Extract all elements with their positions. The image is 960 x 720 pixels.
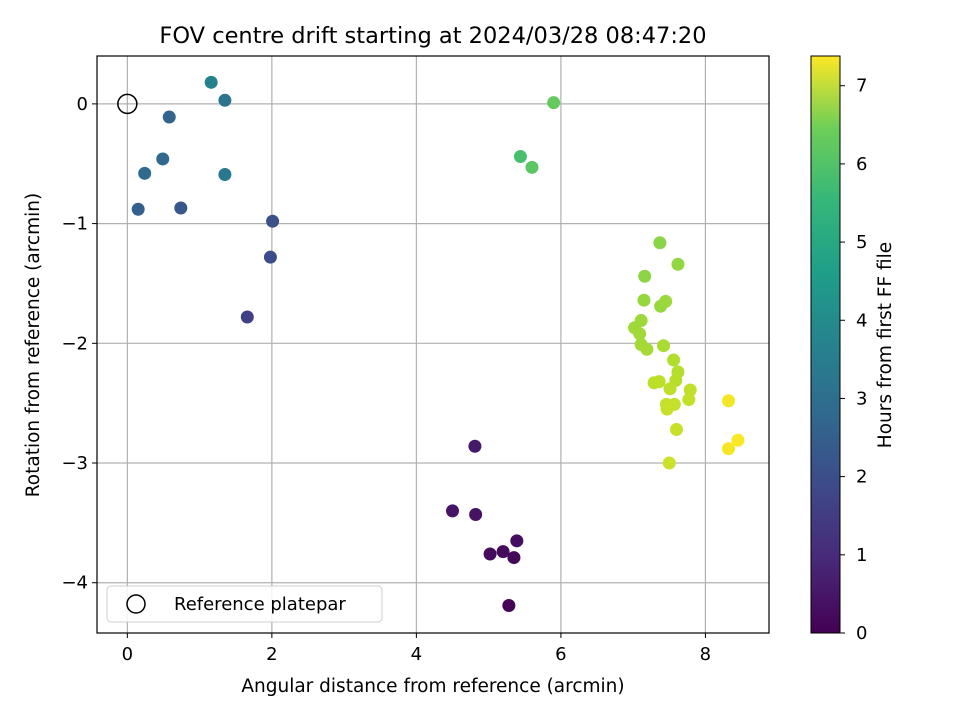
colorbar-label: Hours from first FF file: [875, 242, 896, 448]
legend-label-reference: Reference platepar: [174, 594, 346, 615]
x-axis-ticks: 0 2 4 6 8: [122, 633, 711, 665]
data-point: [722, 394, 736, 408]
data-point: [131, 202, 145, 216]
data-point: [659, 294, 673, 308]
data-point: [657, 339, 671, 353]
data-point: [510, 534, 524, 548]
reference-marker-layer: [117, 93, 138, 115]
data-point: [469, 507, 483, 521]
y-axis-label: Rotation from reference (arcmin): [23, 193, 44, 497]
data-point: [683, 383, 697, 397]
y-tick-label: −3: [61, 453, 88, 474]
colorbar-tick-label: 6: [856, 154, 867, 175]
y-tick-label: −2: [61, 333, 88, 354]
data-point: [547, 96, 561, 110]
data-point: [483, 547, 497, 561]
x-tick-label: 4: [411, 644, 422, 665]
colorbar: 0 1 2 3 4 5 6 7 Hours from first FF file: [810, 55, 896, 644]
legend-reference-marker: [126, 594, 146, 614]
data-point: [138, 166, 152, 180]
colorbar-tick-label: 4: [856, 310, 867, 331]
y-tick-label: −1: [61, 214, 88, 235]
colorbar-tick-label: 3: [856, 388, 867, 409]
colorbar-tick-label: 0: [856, 623, 867, 644]
data-point: [660, 402, 674, 416]
colorbar-tick-label: 1: [856, 545, 867, 566]
colorbar-tick-label: 7: [856, 76, 867, 97]
data-point: [633, 327, 647, 341]
colorbar-gradient: [810, 55, 841, 634]
chart-title: FOV centre drift starting at 2024/03/28 …: [159, 23, 706, 49]
x-tick-label: 2: [266, 644, 277, 665]
data-point: [671, 257, 685, 271]
y-tick-label: −4: [61, 573, 88, 594]
data-point: [640, 342, 654, 356]
data-point: [667, 353, 681, 367]
data-point: [663, 382, 677, 396]
data-point: [652, 375, 666, 389]
data-point: [174, 201, 188, 215]
data-point: [156, 152, 170, 166]
plot-area: [97, 56, 769, 633]
data-point: [653, 236, 667, 250]
colorbar-tick-label: 2: [856, 467, 867, 488]
data-point: [162, 110, 176, 124]
y-axis-ticks: 0 −1 −2 −3 −4: [61, 94, 97, 594]
data-point: [513, 150, 527, 164]
data-point: [662, 456, 676, 470]
legend: Reference platepar: [106, 585, 383, 623]
data-point: [731, 433, 745, 447]
data-point: [496, 545, 510, 559]
data-point: [507, 551, 521, 565]
x-tick-label: 0: [122, 644, 133, 665]
data-point: [263, 250, 277, 264]
data-point: [638, 269, 652, 283]
colorbar-ticks: 0 1 2 3 4 5 6 7: [840, 76, 867, 644]
y-tick-label: 0: [77, 94, 88, 115]
x-axis-label: Angular distance from reference (arcmin): [241, 676, 624, 697]
x-tick-label: 8: [700, 644, 711, 665]
data-point: [446, 504, 460, 518]
reference-marker: [117, 93, 138, 115]
data-point: [637, 293, 651, 307]
data-point: [682, 393, 696, 407]
legend-box: [106, 585, 383, 623]
data-point: [722, 442, 736, 456]
x-tick-label: 6: [555, 644, 566, 665]
data-point: [218, 93, 232, 107]
data-point: [468, 439, 482, 453]
grid-lines: [97, 56, 769, 633]
plot-frame: [96, 55, 770, 634]
data-point: [525, 160, 539, 174]
colorbar-tick-label: 5: [856, 232, 867, 253]
data-point: [218, 168, 232, 182]
data-point: [240, 310, 254, 324]
data-point: [502, 598, 516, 612]
data-point: [204, 75, 218, 89]
data-point: [670, 422, 684, 436]
data-point: [266, 214, 280, 228]
data-points: [131, 75, 745, 612]
